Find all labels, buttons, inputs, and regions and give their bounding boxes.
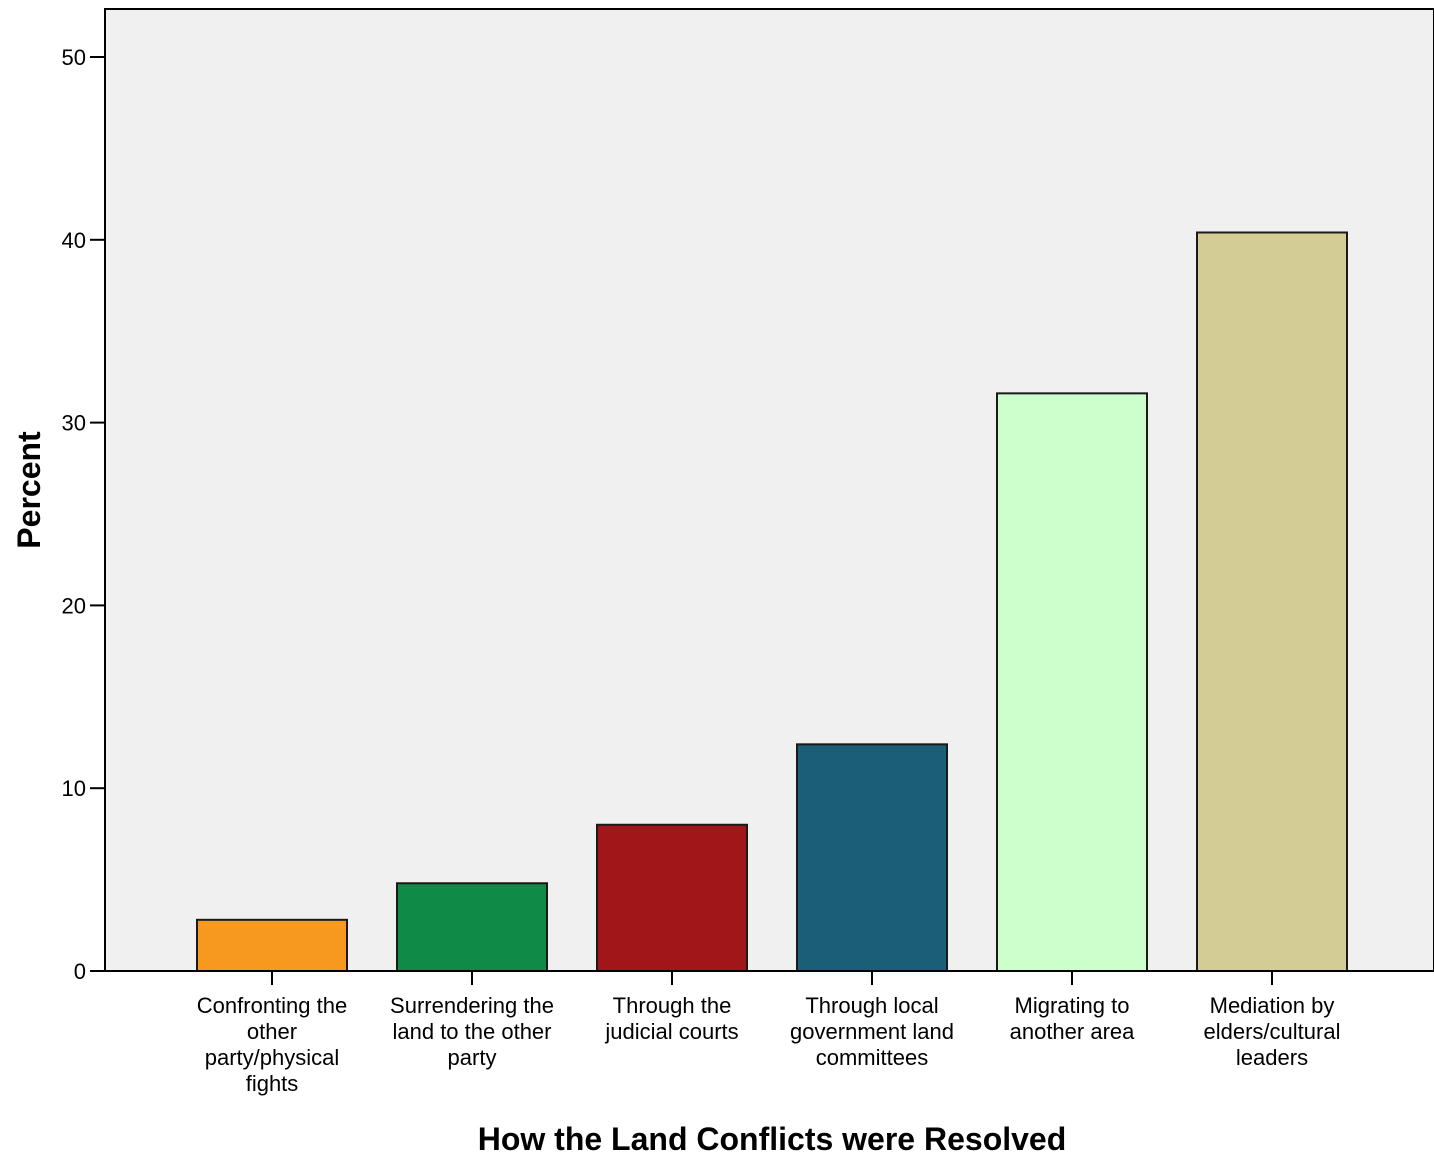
- x-tick-label-line: Surrendering the: [390, 993, 554, 1018]
- x-tick-label-line: leaders: [1236, 1045, 1308, 1070]
- x-tick-label: Through local government land committees: [790, 993, 954, 1070]
- bar: [1196, 231, 1348, 973]
- y-tick-label: 10: [62, 776, 86, 801]
- bar: [196, 918, 348, 972]
- bar: [996, 392, 1148, 972]
- x-tick-label-line: Migrating to: [1015, 993, 1130, 1018]
- y-tick-label: 50: [62, 45, 86, 70]
- x-tick-label: Mediation by elders/cultural leaders: [1204, 993, 1341, 1070]
- x-tick-label: Surrendering the land to the other party: [390, 993, 554, 1070]
- x-tick-label-line: party: [448, 1045, 497, 1070]
- x-tick-label-line: party/physical: [205, 1045, 340, 1070]
- x-tick-label-line: Confronting the: [197, 993, 347, 1018]
- x-tick-label-line: another area: [1010, 1019, 1136, 1044]
- x-tick-label-line: Mediation by: [1210, 993, 1335, 1018]
- x-tick-label-line: committees: [816, 1045, 928, 1070]
- x-tick-label-line: elders/cultural: [1204, 1019, 1341, 1044]
- y-tick-label: 0: [74, 959, 86, 984]
- x-axis: Confronting the other party/physical fights…: [105, 970, 1434, 1096]
- x-tick-label-line: Through the: [613, 993, 732, 1018]
- bar: [596, 823, 748, 973]
- bar: [796, 743, 948, 972]
- x-tick-label: Confronting the other party/physical fights: [197, 993, 347, 1096]
- y-tick-label: 40: [62, 228, 86, 253]
- y-axis-title: Percent: [11, 431, 47, 549]
- x-tick-label: Migrating to another area: [1010, 993, 1136, 1044]
- x-tick-label-line: government land: [790, 1019, 954, 1044]
- x-tick-label-line: fights: [246, 1071, 299, 1096]
- y-axis: 0 10 20 30 40 50: [62, 45, 105, 984]
- x-tick-label-line: judicial courts: [604, 1019, 738, 1044]
- x-tick-label-line: land to the other: [392, 1019, 551, 1044]
- x-axis-title: How the Land Conflicts were Resolved: [478, 1121, 1067, 1155]
- x-tick-label-line: Through local: [805, 993, 938, 1018]
- y-tick-label: 30: [62, 411, 86, 436]
- x-tick-label: Through the judicial courts: [604, 993, 738, 1044]
- x-tick-label-line: other: [247, 1019, 297, 1044]
- y-tick-label: 20: [62, 593, 86, 618]
- bar: [396, 882, 548, 972]
